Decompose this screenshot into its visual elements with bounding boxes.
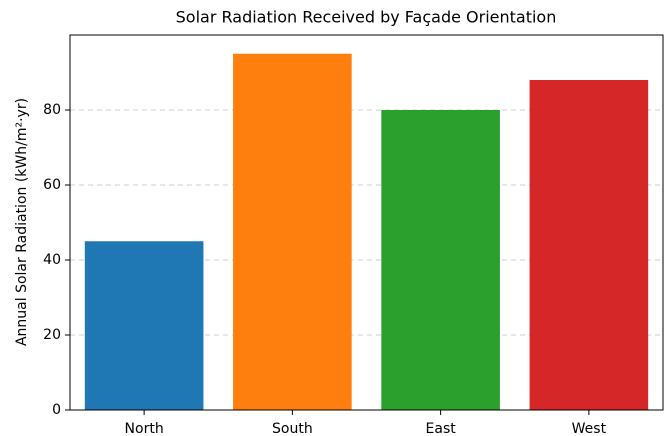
x-tick-label: West (572, 421, 607, 436)
y-tick-label: 20 (43, 327, 61, 343)
bar (233, 53, 352, 410)
x-tick-label: South (272, 421, 313, 436)
bar (381, 110, 500, 410)
y-tick-label: 40 (43, 252, 61, 268)
bar (84, 241, 204, 410)
x-tick-label: East (426, 421, 457, 436)
plot-frame (69, 34, 664, 411)
y-tick-label: 0 (52, 402, 61, 418)
y-tick-label: 80 (43, 102, 61, 118)
chart-title: Solar Radiation Received by Façade Orien… (176, 8, 557, 27)
bar (529, 80, 649, 410)
y-tick-label: 60 (43, 177, 61, 193)
x-tick-label: North (125, 421, 164, 436)
y-axis-label: Annual Solar Radiation (kWh/m²·yr) (14, 98, 30, 346)
